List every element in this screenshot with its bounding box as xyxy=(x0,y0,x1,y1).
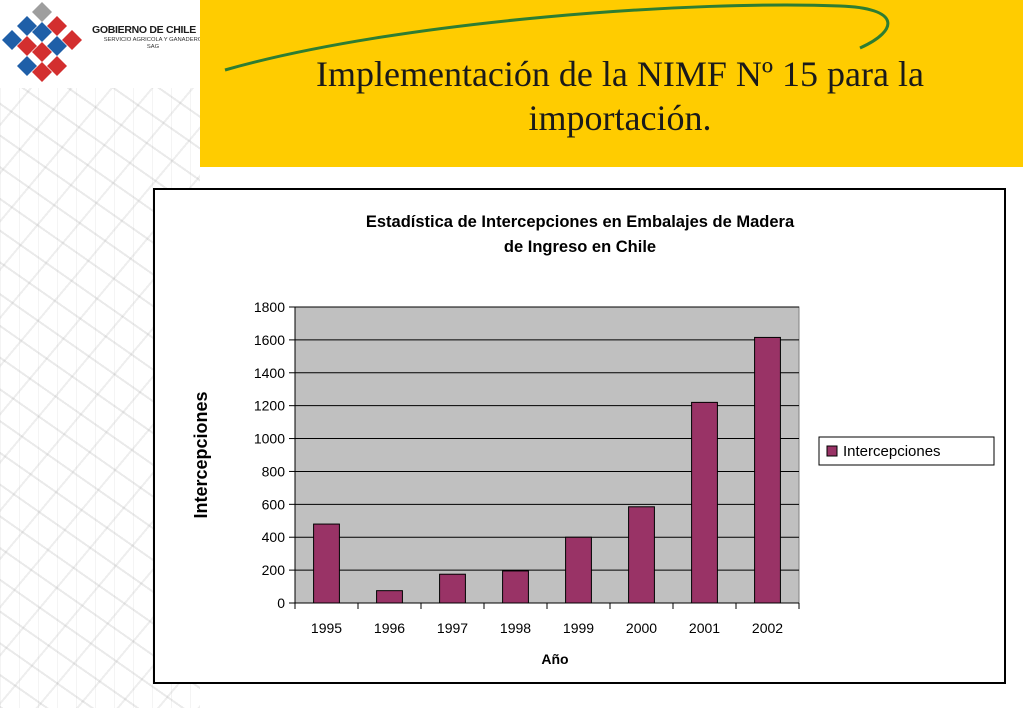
logo-subtitle: SERVICIO AGRICOLA Y GANADERO SAG xyxy=(88,37,218,51)
logo-subtitle-line2: SAG xyxy=(146,44,160,50)
logo-title: GOBIERNO DE CHILE xyxy=(92,24,196,36)
y-tick-label: 600 xyxy=(262,496,286,512)
chart-container: Estadística de Intercepciones en Embalaj… xyxy=(153,188,1006,684)
legend-label: Intercepciones xyxy=(843,443,941,460)
legend-swatch xyxy=(826,445,838,457)
x-tick-label: 1995 xyxy=(311,620,342,636)
bars xyxy=(313,336,781,604)
bar-chart: Estadística de Intercepciones en Embalaj… xyxy=(191,213,995,667)
logo: GOBIERNO DE CHILE SERVICIO AGRICOLA Y GA… xyxy=(0,0,202,88)
y-tick-label: 1600 xyxy=(254,332,285,348)
y-tick-label: 400 xyxy=(262,529,286,545)
bar-2002 xyxy=(754,336,781,604)
y-axis-label: Intercepciones xyxy=(191,391,211,518)
bar-1995 xyxy=(313,523,340,604)
slide-title: Implementación de la NIMF Nº 15 para la … xyxy=(225,52,1015,140)
bar-2000 xyxy=(628,506,655,604)
sag-logo-icon xyxy=(2,2,82,82)
bar-1999 xyxy=(565,536,592,604)
x-tick-label: 1998 xyxy=(500,620,531,636)
x-tick-label: 1996 xyxy=(374,620,405,636)
x-tick-label: 2001 xyxy=(689,620,720,636)
x-tick-label: 2002 xyxy=(752,620,783,636)
y-tick-label: 800 xyxy=(262,463,286,479)
chart-title-line2: de Ingreso en Chile xyxy=(504,238,656,256)
swoosh-decoration xyxy=(224,3,890,72)
y-tick-label: 200 xyxy=(262,562,286,578)
bar-1997 xyxy=(439,573,466,604)
chart-title-line1: Estadística de Intercepciones en Embalaj… xyxy=(366,213,795,231)
y-tick-label: 1800 xyxy=(254,299,285,315)
x-axis-label: Año xyxy=(541,651,568,667)
slide-title-line2: importación. xyxy=(528,98,712,138)
plot-area xyxy=(294,306,800,604)
y-tick-label: 1000 xyxy=(254,431,285,447)
slide-title-line1: Implementación de la NIMF Nº 15 para la xyxy=(316,54,924,94)
bar-1996 xyxy=(376,590,403,604)
legend: Intercepciones xyxy=(818,436,995,466)
bar-2001 xyxy=(691,401,718,604)
bar-1998 xyxy=(502,570,529,604)
x-tick-label: 1997 xyxy=(437,620,468,636)
legend-box xyxy=(818,436,995,466)
axes: 0 200 400 600 800 1000 1200 1400 1600 1800 1995 199… xyxy=(254,299,800,636)
x-tick-label: 1999 xyxy=(563,620,594,636)
logo-subtitle-line1: SERVICIO AGRICOLA Y GANADERO xyxy=(103,37,203,43)
x-tick-label: 2000 xyxy=(626,620,657,636)
y-tick-label: 1400 xyxy=(254,365,285,381)
y-tick-label: 1200 xyxy=(254,398,285,414)
y-tick-label: 0 xyxy=(277,595,285,611)
